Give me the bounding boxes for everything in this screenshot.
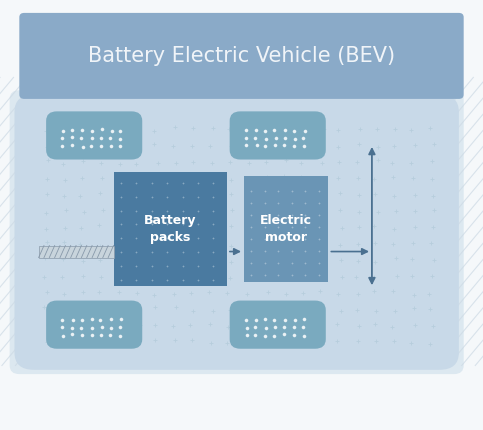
FancyBboxPatch shape <box>10 90 464 374</box>
FancyBboxPatch shape <box>14 95 459 370</box>
FancyBboxPatch shape <box>39 246 114 258</box>
FancyBboxPatch shape <box>229 111 326 160</box>
Text: Battery Electric Vehicle (BEV): Battery Electric Vehicle (BEV) <box>88 46 395 66</box>
FancyBboxPatch shape <box>46 301 142 349</box>
FancyBboxPatch shape <box>244 176 328 282</box>
FancyBboxPatch shape <box>114 172 227 286</box>
FancyBboxPatch shape <box>19 13 464 99</box>
FancyBboxPatch shape <box>229 301 326 349</box>
Text: Electric
motor: Electric motor <box>260 214 312 244</box>
Text: Battery
packs: Battery packs <box>144 214 197 244</box>
FancyBboxPatch shape <box>46 111 142 160</box>
